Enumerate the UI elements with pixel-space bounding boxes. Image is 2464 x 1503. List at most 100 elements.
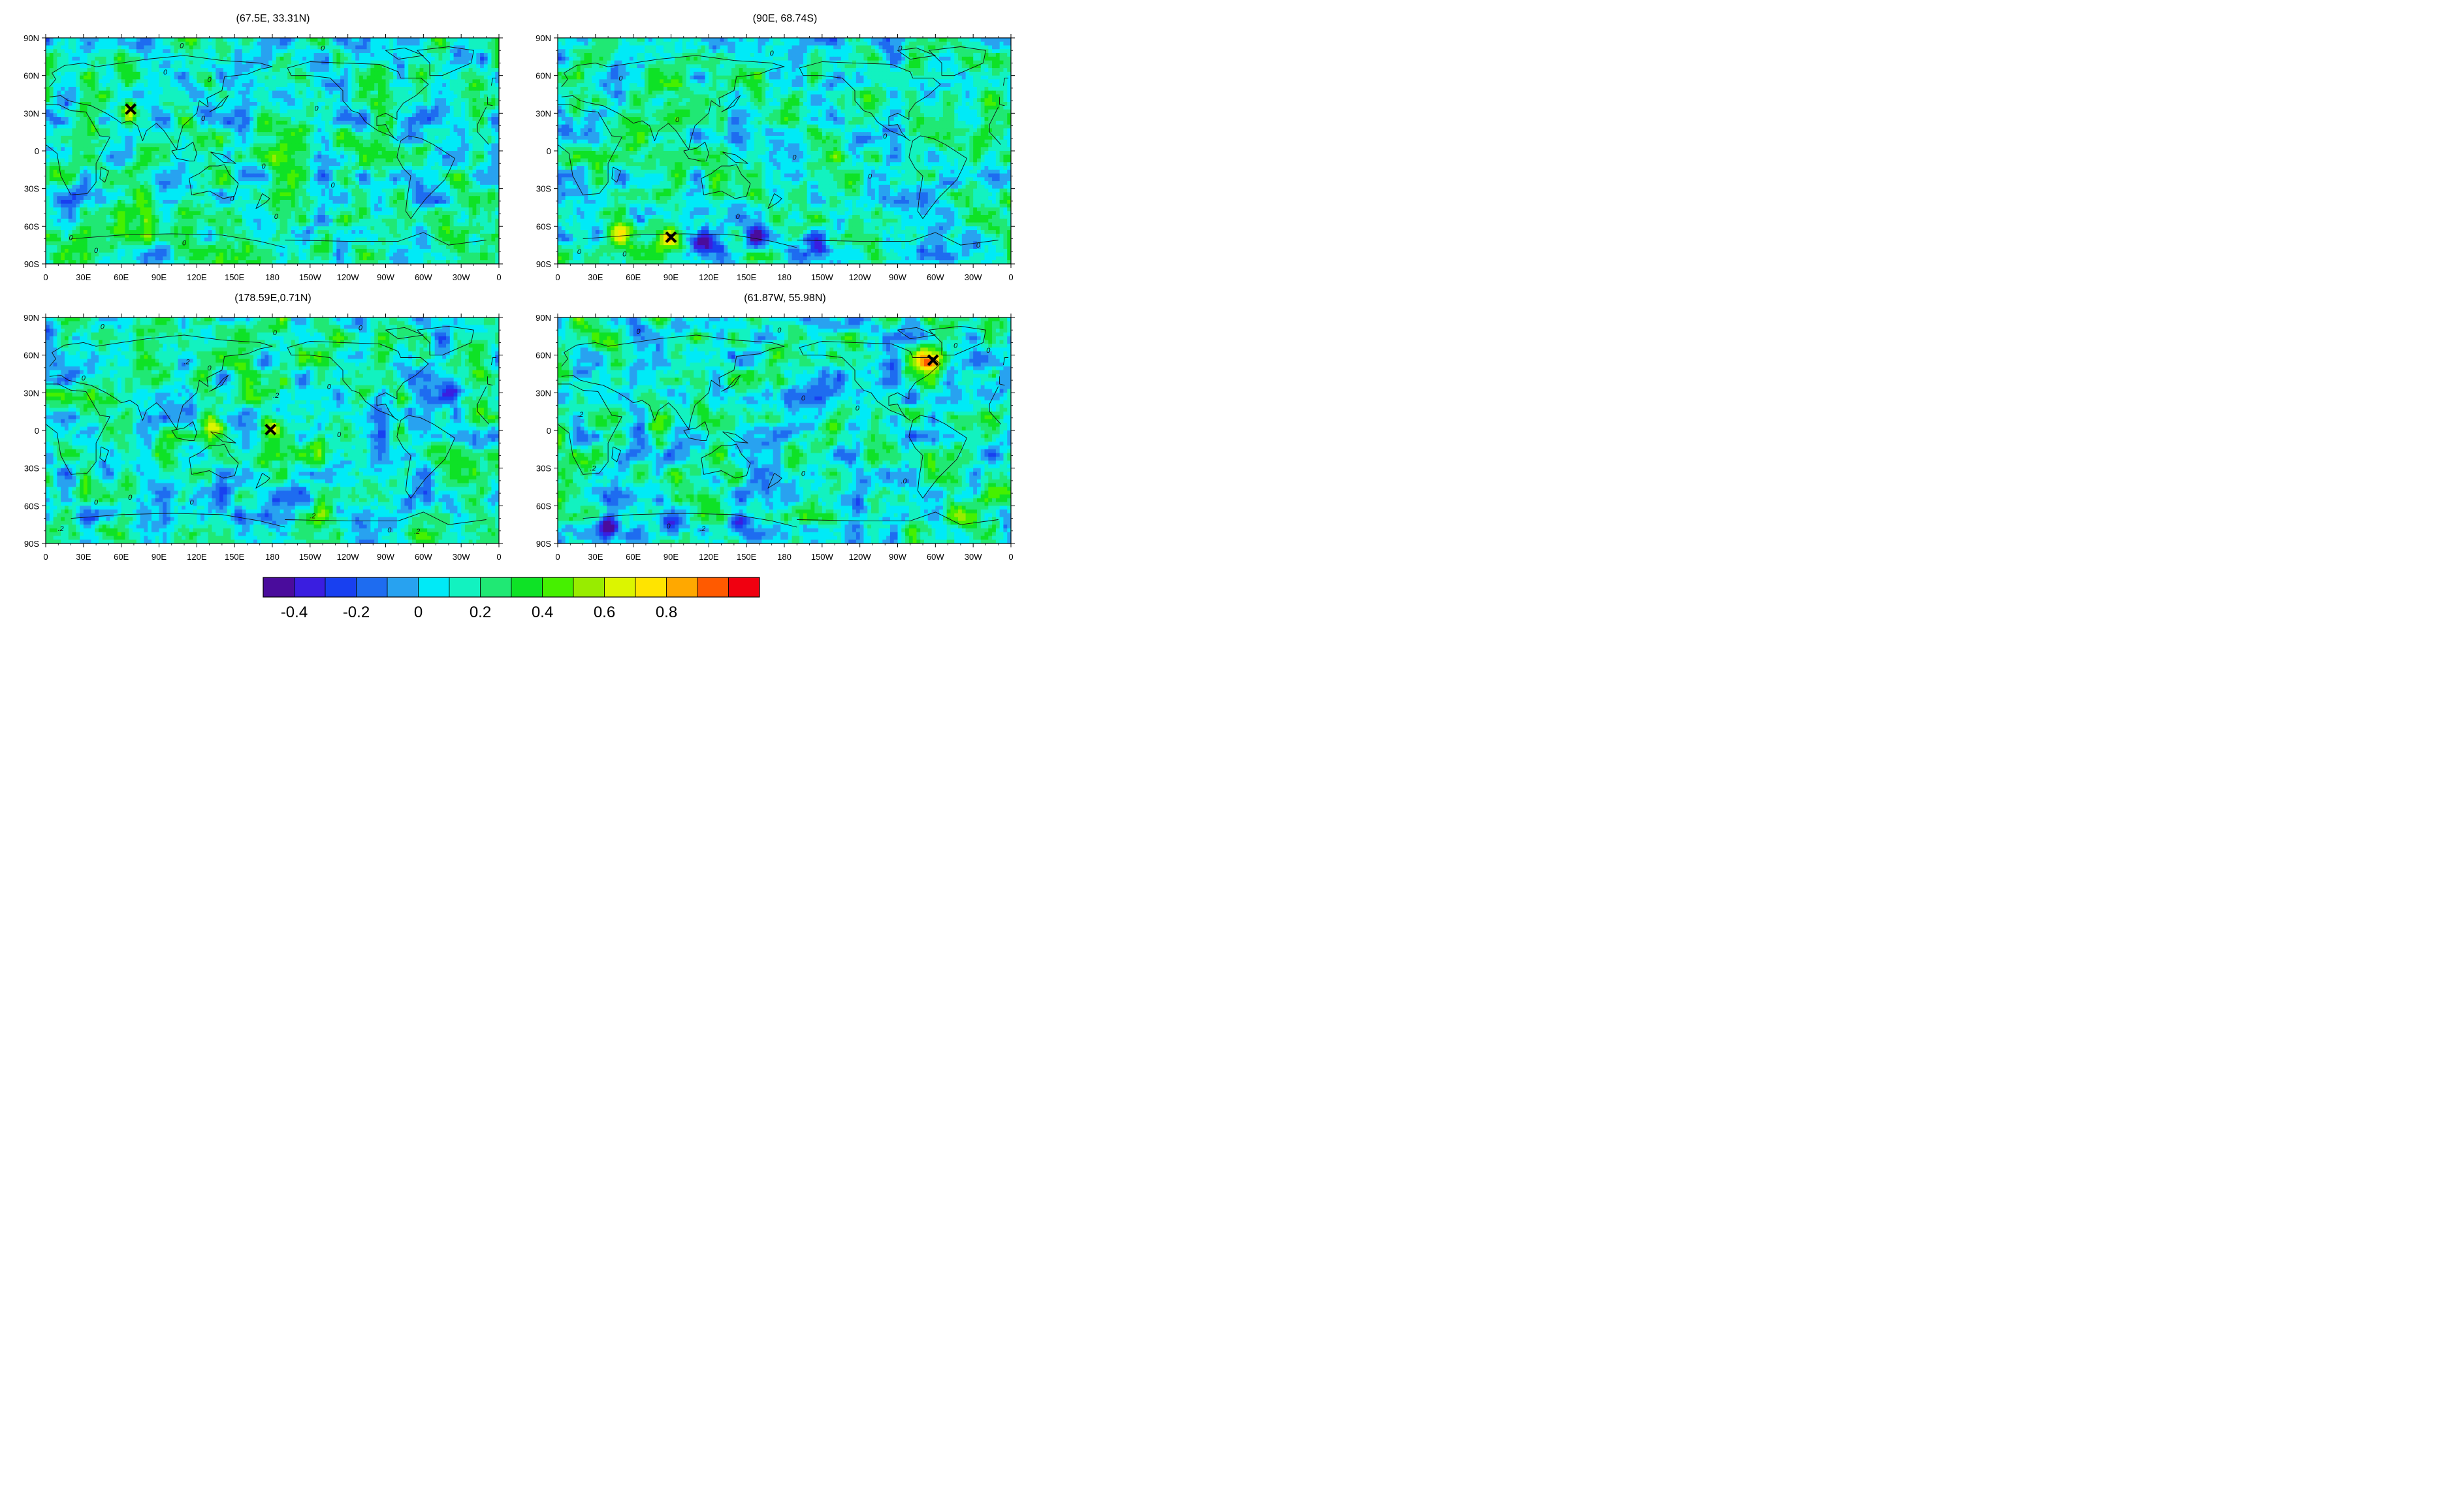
anomaly-field [46,317,499,543]
contour-label: 0 [69,234,74,242]
coastline-path [255,473,270,489]
coastline-path [897,47,936,60]
colorbar-swatch [635,577,667,598]
anomaly-field [558,38,1011,264]
colorbar-swatch [449,577,481,598]
coastlines [558,46,1009,248]
coastline-path [897,327,936,340]
coastline-path [396,135,455,219]
coastline-path [490,357,497,366]
y-tick-label: 90S [536,539,551,549]
y-tick-label: 0 [547,426,551,436]
x-tick-label: 60W [415,272,432,282]
contour-label: .2 [273,392,279,400]
y-tick-label: 30N [24,388,39,398]
contour-label: 0 [736,213,741,221]
contour-label: .2 [590,465,596,473]
colorbar-swatch [418,577,450,598]
coastline-path [99,167,109,183]
colorbar-label: 0 [414,604,423,621]
y-tick-label: 0 [35,146,39,156]
coastlines [558,326,1009,528]
contour-label: 0 [976,242,981,250]
x-tick-label: 180 [777,552,792,562]
coastline-path [611,167,621,183]
x-tick-label: 60E [626,552,641,562]
colorbar-label: 0.4 [532,604,553,621]
coastline-path [929,326,986,356]
contour-label: 0 [274,213,279,221]
x-tick-label: 150W [299,552,322,562]
panel-title: (90E, 68.74S) [753,13,818,24]
coastline-path [721,374,741,392]
y-tick-label: 90S [24,259,39,269]
x-tick-label: 120W [337,552,360,562]
coastline-path [209,95,229,112]
contour-label: 0 [190,499,195,507]
contour-label: 0 [898,44,903,52]
coastline-path [558,383,1001,475]
x-tick-label: 120W [849,272,872,282]
contour-label: 0 [777,327,782,334]
colorbar-label: 0.2 [470,604,491,621]
colorbar-swatch [728,577,760,598]
y-tick-label: 0 [35,426,39,436]
contour-label: 0 [577,248,582,256]
x-tick-label: 60E [114,272,129,282]
x-tick-label: 30W [965,272,982,282]
x-tick-label: 90E [664,272,679,282]
x-tick-label: 30E [76,272,91,282]
contour-label: 0 [261,163,266,170]
contour-label: .2 [699,525,705,533]
map-panel-2-svg: (90E, 68.74S) 0 0 0 0 0 0 0 0 0 0 0 0 30E 60E 90E 120E 1… [536,13,1015,282]
contour-label: 0 [770,50,775,57]
y-tick-label: 60N [536,351,551,361]
coastline-path [583,511,999,528]
contour-label: 0 [387,526,392,534]
x-tick-label: 90E [152,272,167,282]
y-tick-label: 30S [536,184,551,194]
map-panel-2: (90E, 68.74S) 0 0 0 0 0 0 0 0 0 0 0 0 30E 60E 90E 120E 1… [512,0,1021,282]
x-tick-label: 180 [777,272,792,282]
coastlines [46,326,497,528]
x-tick-label: 0 [1008,272,1013,282]
x-tick-label: 0 [496,552,501,562]
colorbar-swatch [542,577,574,598]
x-tick-label: 120W [337,272,360,282]
location-marker [927,354,939,366]
contour-label: 0 [618,75,623,83]
contour-label: .2 [577,411,583,419]
y-tick-label: 60N [24,71,39,81]
contour-label: .2 [310,513,315,521]
y-tick-label: 90N [536,33,551,43]
location-marker [125,103,137,115]
coastline-path [171,142,197,161]
x-tick-label: 150W [299,272,322,282]
y-tick-label: 90S [24,539,39,549]
coastline-path [396,415,455,499]
colorbar-swatch [480,577,512,598]
y-tick-label: 60S [24,501,39,511]
coastline-path [611,446,621,462]
y-tick-label: 30S [24,464,39,474]
coastline-path [71,511,487,528]
y-tick-label: 90N [536,313,551,323]
y-tick-label: 60N [24,351,39,361]
colorbar-swatch [666,577,698,598]
coastline-path [189,444,239,479]
contour-label: 0 [801,470,806,477]
x-tick-label: 90W [889,272,906,282]
x-tick-label: 150W [811,552,834,562]
contour-label: 0 [182,239,187,247]
contour-label: 0 [337,431,342,439]
panel-title: (67.5E, 33.31N) [236,13,310,24]
contour-label: 0 [230,195,234,203]
contour-label: 0 [101,323,105,331]
contour-label: .0 [901,477,908,485]
colorbar-swatch [697,577,729,598]
coastline-path [287,61,429,142]
x-tick-label: 150E [737,552,757,562]
x-tick-label: 0 [1008,552,1013,562]
x-tick-label: 120E [699,552,719,562]
coastline-path [929,46,986,76]
